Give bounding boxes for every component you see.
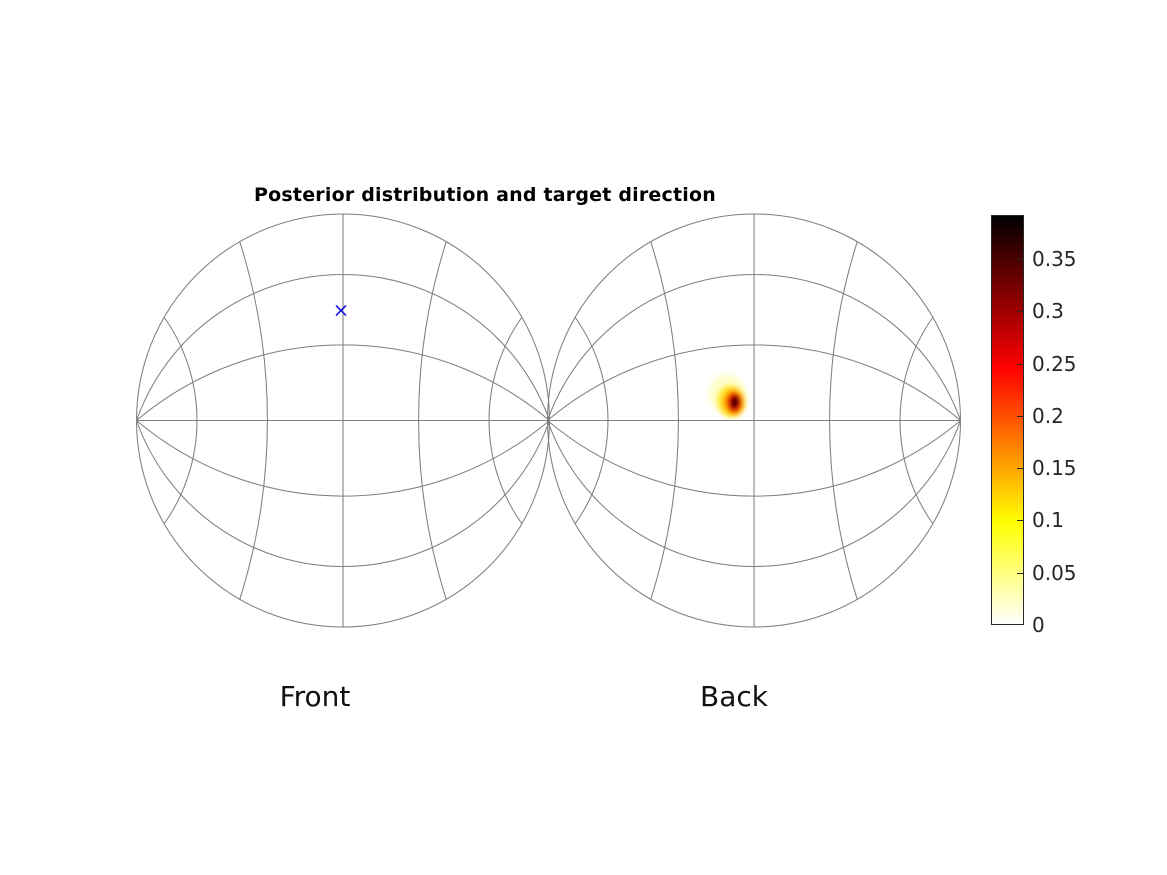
graticule-grids [135,213,962,628]
front-hemisphere-label: Front [279,680,351,713]
colorbar: 0.35 0.3 0.25 0.2 0.15 0.1 0.05 0 [991,215,1077,637]
colorbar-tick [1017,258,1023,260]
front-graticule [136,214,550,627]
target-x-glyph [335,305,347,316]
colorbar-tick-label: 0.05 [1032,560,1077,585]
colorbar-tick-label: 0 [1032,613,1045,637]
colorbar-tick [1017,311,1023,313]
colorbar-tick-label: 0.25 [1032,351,1077,376]
colorbar-tick [1017,520,1023,522]
colorbar-tick-label: 0.1 [1032,508,1064,533]
colorbar-tick-label: 0.2 [1032,403,1064,428]
colorbar-tick [1017,415,1023,417]
colorbar-tick-label: 0.3 [1032,299,1064,324]
back-hemisphere-label: Back [700,680,768,713]
colorbar-tick [1017,363,1023,365]
colorbar-tick-label: 0.35 [1032,246,1077,271]
colorbar-gradient [991,215,1024,625]
chart-title: Posterior distribution and target direct… [254,184,716,206]
density-blob-layer [731,397,738,408]
back-hemisphere-grid [546,213,962,628]
colorbar-tick-label: 0.15 [1032,456,1077,481]
target-direction-marker [335,305,347,316]
colorbar-tick [1017,468,1023,470]
front-hemisphere-grid [135,213,551,628]
back-graticule [547,214,961,627]
posterior-density-blob [708,374,748,418]
colorbar-tick [1017,624,1023,625]
colorbar-tick [1017,572,1023,574]
